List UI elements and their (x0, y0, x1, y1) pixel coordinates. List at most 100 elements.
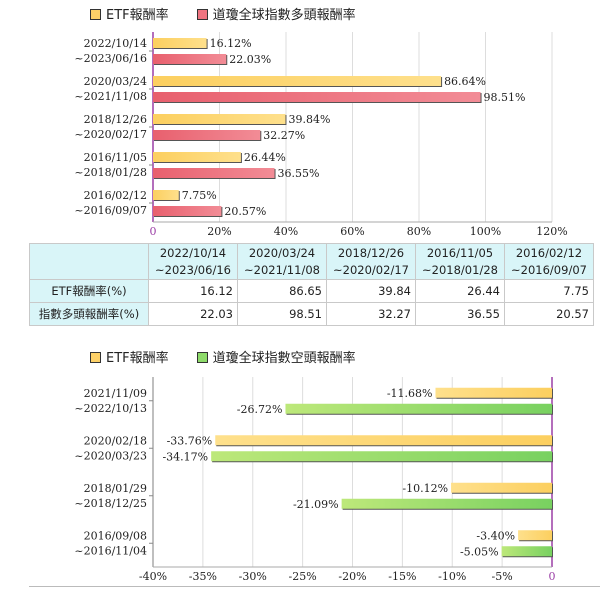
data-label: -26.72% (237, 403, 283, 416)
data-label: 36.55% (278, 167, 320, 180)
bar-etf (153, 38, 207, 48)
table-cell: 16.12 (148, 279, 238, 303)
legend-label: ETF報酬率 (106, 351, 169, 366)
legend-swatch-icon (196, 9, 208, 20)
data-label: 32.27% (263, 129, 305, 142)
table-cell: 39.84 (326, 279, 416, 303)
legend-swatch-icon (90, 352, 101, 363)
table-cell: 20.57 (504, 302, 594, 326)
category-label: 2016/11/05 (84, 151, 147, 164)
legend-chart-2: ETF報酬率 道瓊全球指數空頭報酬率 (90, 347, 356, 366)
table-header-row: 2022/10/14 ~2023/06/16 2020/03/24 ~2021/11… (29, 243, 594, 280)
data-label: -3.40% (476, 529, 515, 542)
category-label: ~2016/09/07 (74, 204, 147, 217)
table-header: 2022/10/14 ~2023/06/16 (148, 243, 238, 280)
legend-item-bull: 道瓊全球指數多頭報酬率 (196, 4, 356, 23)
data-label: -11.68% (387, 387, 433, 400)
category-label: 2018/12/26 (84, 113, 147, 126)
table-header: 2016/02/12 ~2016/09/07 (504, 243, 594, 280)
table-cell: 22.03 (148, 302, 238, 326)
table-cell: 86.65 (237, 279, 327, 303)
table-header: 2016/11/05 ~2018/01/28 (415, 243, 505, 280)
x-tick-label: -35% (189, 570, 217, 583)
period-start: 2016/02/12 (515, 245, 583, 260)
data-label: 7.75% (182, 189, 217, 202)
table-cell: 7.75 (504, 279, 594, 303)
period-start: 2018/12/26 (337, 245, 405, 260)
period-end: ~2021/11/08 (244, 262, 320, 277)
row-label: ETF報酬率(%) (29, 279, 149, 303)
category-label: 2018/01/29 (84, 482, 147, 495)
x-tick-label: 100% (470, 225, 501, 238)
bar-index (501, 546, 552, 557)
period-end: ~2023/06/16 (155, 262, 231, 277)
legend-item-bear: 道瓊全球指數空頭報酬率 (196, 347, 356, 366)
legend-swatch-icon (90, 9, 101, 20)
data-label: 16.12% (210, 37, 252, 50)
period-end: ~2016/09/07 (511, 262, 587, 277)
category-label: ~2021/11/08 (74, 90, 147, 103)
returns-table: 2022/10/14 ~2023/06/16 2020/03/24 ~2021/11… (29, 243, 594, 326)
legend-item-etf: ETF報酬率 (90, 4, 169, 23)
category-label: ~2020/02/17 (74, 128, 147, 141)
x-tick-label: 0 (549, 570, 556, 583)
data-label: -10.12% (402, 482, 448, 495)
category-label: ~2023/06/16 (74, 52, 147, 65)
bar-etf (153, 190, 179, 200)
period-start: 2022/10/14 (159, 245, 227, 260)
bar-index (341, 498, 552, 509)
legend-label: 道瓊全球指數空頭報酬率 (212, 351, 356, 366)
category-label: ~2016/11/04 (74, 544, 147, 557)
category-label: ~2020/03/23 (74, 449, 147, 462)
category-label: ~2022/10/13 (74, 402, 147, 415)
x-tick-label: -40% (139, 570, 167, 583)
x-tick-label: 0 (150, 225, 157, 238)
data-label: -5.05% (460, 545, 499, 558)
bar-etf (153, 76, 442, 86)
legend-item-etf: ETF報酬率 (90, 347, 169, 366)
x-tick-label: 20% (207, 225, 231, 238)
x-tick-label: 80% (407, 225, 431, 238)
table-row: 指數多頭報酬率(%) 22.03 98.51 32.27 36.55 20.57 (29, 302, 594, 326)
legend-swatch-icon (196, 352, 208, 363)
x-tick-label: -25% (289, 570, 317, 583)
table-cell: 26.44 (415, 279, 505, 303)
bar-index (153, 206, 222, 216)
legend-label: ETF報酬率 (106, 8, 169, 23)
category-label: ~2018/01/28 (74, 166, 147, 179)
x-tick-label: -15% (388, 570, 416, 583)
table-cell: 36.55 (415, 302, 505, 326)
data-label: 26.44% (244, 151, 286, 164)
category-label: 2016/09/08 (84, 529, 147, 542)
bar-etf (451, 482, 552, 493)
data-label: -33.76% (167, 434, 213, 447)
period-start: 2020/03/24 (248, 245, 316, 260)
table-cell: 32.27 (326, 302, 416, 326)
table-cell: 98.51 (237, 302, 327, 326)
table-header: 2020/03/24 ~2021/11/08 (237, 243, 327, 280)
bar-etf (153, 114, 286, 124)
bar-index (285, 403, 552, 414)
bar-etf (153, 152, 241, 162)
category-label: 2022/10/14 (84, 37, 147, 50)
bar-index (153, 54, 227, 64)
category-label: ~2018/12/25 (74, 497, 147, 510)
bar-etf (215, 435, 552, 446)
bar-index (153, 92, 481, 102)
period-start: 2016/11/05 (426, 245, 494, 260)
bar-index (211, 451, 553, 462)
category-label: 2021/11/09 (84, 387, 147, 400)
x-tick-label: -30% (239, 570, 267, 583)
data-label: -21.09% (293, 498, 339, 511)
period-end: ~2020/02/17 (333, 262, 409, 277)
legend-label: 道瓊全球指數多頭報酬率 (212, 8, 356, 23)
bar-etf (518, 530, 552, 541)
table-header: 2018/12/26 ~2020/02/17 (326, 243, 416, 280)
period-end: ~2018/01/28 (422, 262, 498, 277)
category-label: 2020/02/18 (84, 434, 147, 447)
data-label: 22.03% (229, 53, 271, 66)
data-label: 86.64% (444, 75, 486, 88)
bar-index (153, 130, 261, 140)
row-label: 指數多頭報酬率(%) (29, 302, 149, 326)
